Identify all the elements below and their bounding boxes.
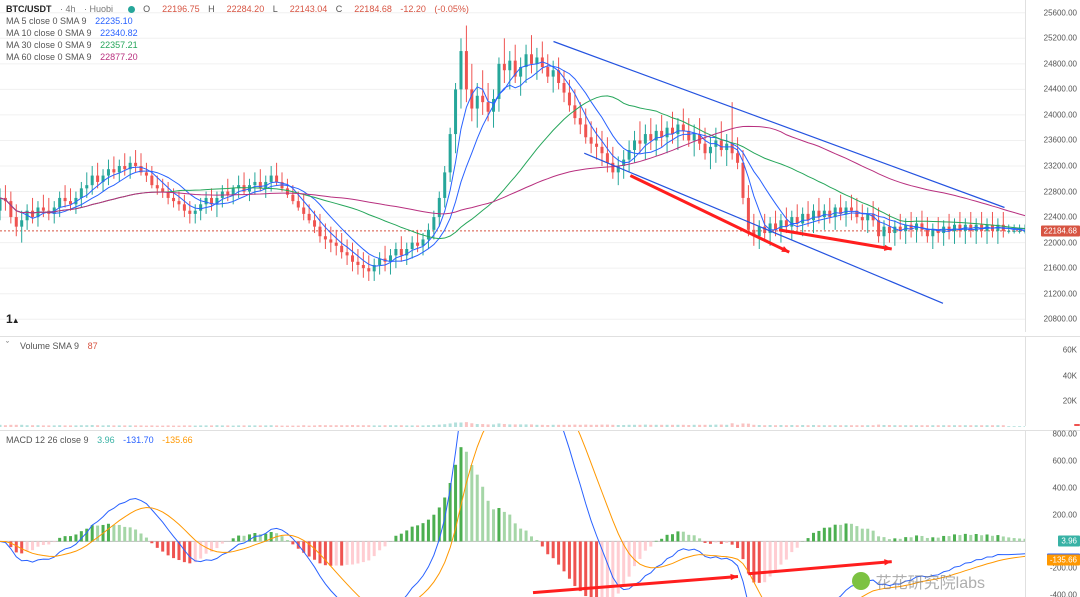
volume-tick: 20K — [1063, 397, 1077, 406]
price-tick: 24000.00 — [1044, 110, 1077, 119]
price-tick: 25200.00 — [1044, 34, 1077, 43]
ma-legend-row: MA 30 close 0 SMA 9 22357.21 — [6, 39, 475, 51]
price-tick: 22400.00 — [1044, 213, 1077, 222]
volume-tick: 40K — [1063, 371, 1077, 380]
watermark: 花花研究院labs — [852, 569, 985, 593]
volume-value: 87 — [88, 341, 98, 351]
price-tick: 24400.00 — [1044, 85, 1077, 94]
price-tick: 25600.00 — [1044, 8, 1077, 17]
price-tick: 20800.00 — [1044, 315, 1077, 324]
ma-legend-row: MA 60 close 0 SMA 9 22877.20 — [6, 51, 475, 63]
price-current-badge: 22184.68 — [1041, 225, 1080, 236]
macd-tick: -200.00 — [1050, 564, 1077, 573]
symbol-pair[interactable]: BTC/USDT — [6, 4, 52, 14]
ma-legend-row: MA 10 close 0 SMA 9 22340.82 — [6, 27, 475, 39]
macd-tick: 200.00 — [1053, 510, 1077, 519]
ohlc-change-pct: (-0.05%) — [434, 4, 469, 14]
volume-legend: Volume SMA 9 87 — [20, 340, 104, 352]
macd-tick: 600.00 — [1053, 456, 1077, 465]
price-panel[interactable]: BTC/USDT · 4h · Huobi O22196.75 H22284.2… — [0, 0, 1080, 332]
volume-panel[interactable]: ˇ Volume SMA 9 87 60K40K20K — [0, 336, 1080, 426]
price-tick: 21200.00 — [1044, 289, 1077, 298]
macd-tick: -400.00 — [1050, 591, 1077, 597]
macd-badge: -135.66 — [1047, 554, 1080, 565]
price-tick: 22000.00 — [1044, 238, 1077, 247]
ma-legend-row: MA 5 close 0 SMA 9 22235.10 — [6, 15, 475, 27]
status-dot — [128, 6, 135, 13]
ohlc-change: -12.20 — [400, 4, 426, 14]
price-legend: BTC/USDT · 4h · Huobi O22196.75 H22284.2… — [6, 3, 475, 63]
macd-panel[interactable]: MACD 12 26 close 9 3.96 -131.70 -135.66 … — [0, 430, 1080, 597]
macd-tick: 400.00 — [1053, 483, 1077, 492]
volume-y-axis[interactable]: 60K 40K 20K — [1025, 337, 1080, 426]
price-tick: 24800.00 — [1044, 59, 1077, 68]
tradingview-logo[interactable]: 1▲ — [6, 312, 19, 326]
macd-badge: 3.96 — [1058, 535, 1080, 546]
macd-legend: MACD 12 26 close 9 3.96 -131.70 -135.66 — [6, 434, 205, 446]
price-tick: 21600.00 — [1044, 264, 1077, 273]
ohlc-h: 22284.20 — [227, 4, 265, 14]
macd-tick: 800.00 — [1053, 429, 1077, 438]
price-y-axis[interactable]: 25600.00 25200.00 24800.00 24400.00 24000.00… — [1025, 0, 1080, 332]
ohlc-o: 22196.75 — [162, 4, 200, 14]
volume-canvas[interactable] — [0, 337, 1025, 427]
ohlc-l: 22143.04 — [290, 4, 328, 14]
price-tick: 23200.00 — [1044, 162, 1077, 171]
macd-y-axis[interactable]: 800.00600.00400.00200.000.00-200.00-400.… — [1025, 431, 1080, 597]
exchange-label: Huobi — [90, 4, 114, 14]
volume-tick: 60K — [1063, 345, 1077, 354]
ohlc-c: 22184.68 — [354, 4, 392, 14]
wechat-icon — [852, 572, 870, 590]
interval-label: 4h — [66, 4, 76, 14]
trading-chart[interactable]: BTC/USDT · 4h · Huobi O22196.75 H22284.2… — [0, 0, 1080, 597]
volume-badge — [1074, 424, 1080, 426]
price-tick: 22800.00 — [1044, 187, 1077, 196]
price-tick: 23600.00 — [1044, 136, 1077, 145]
